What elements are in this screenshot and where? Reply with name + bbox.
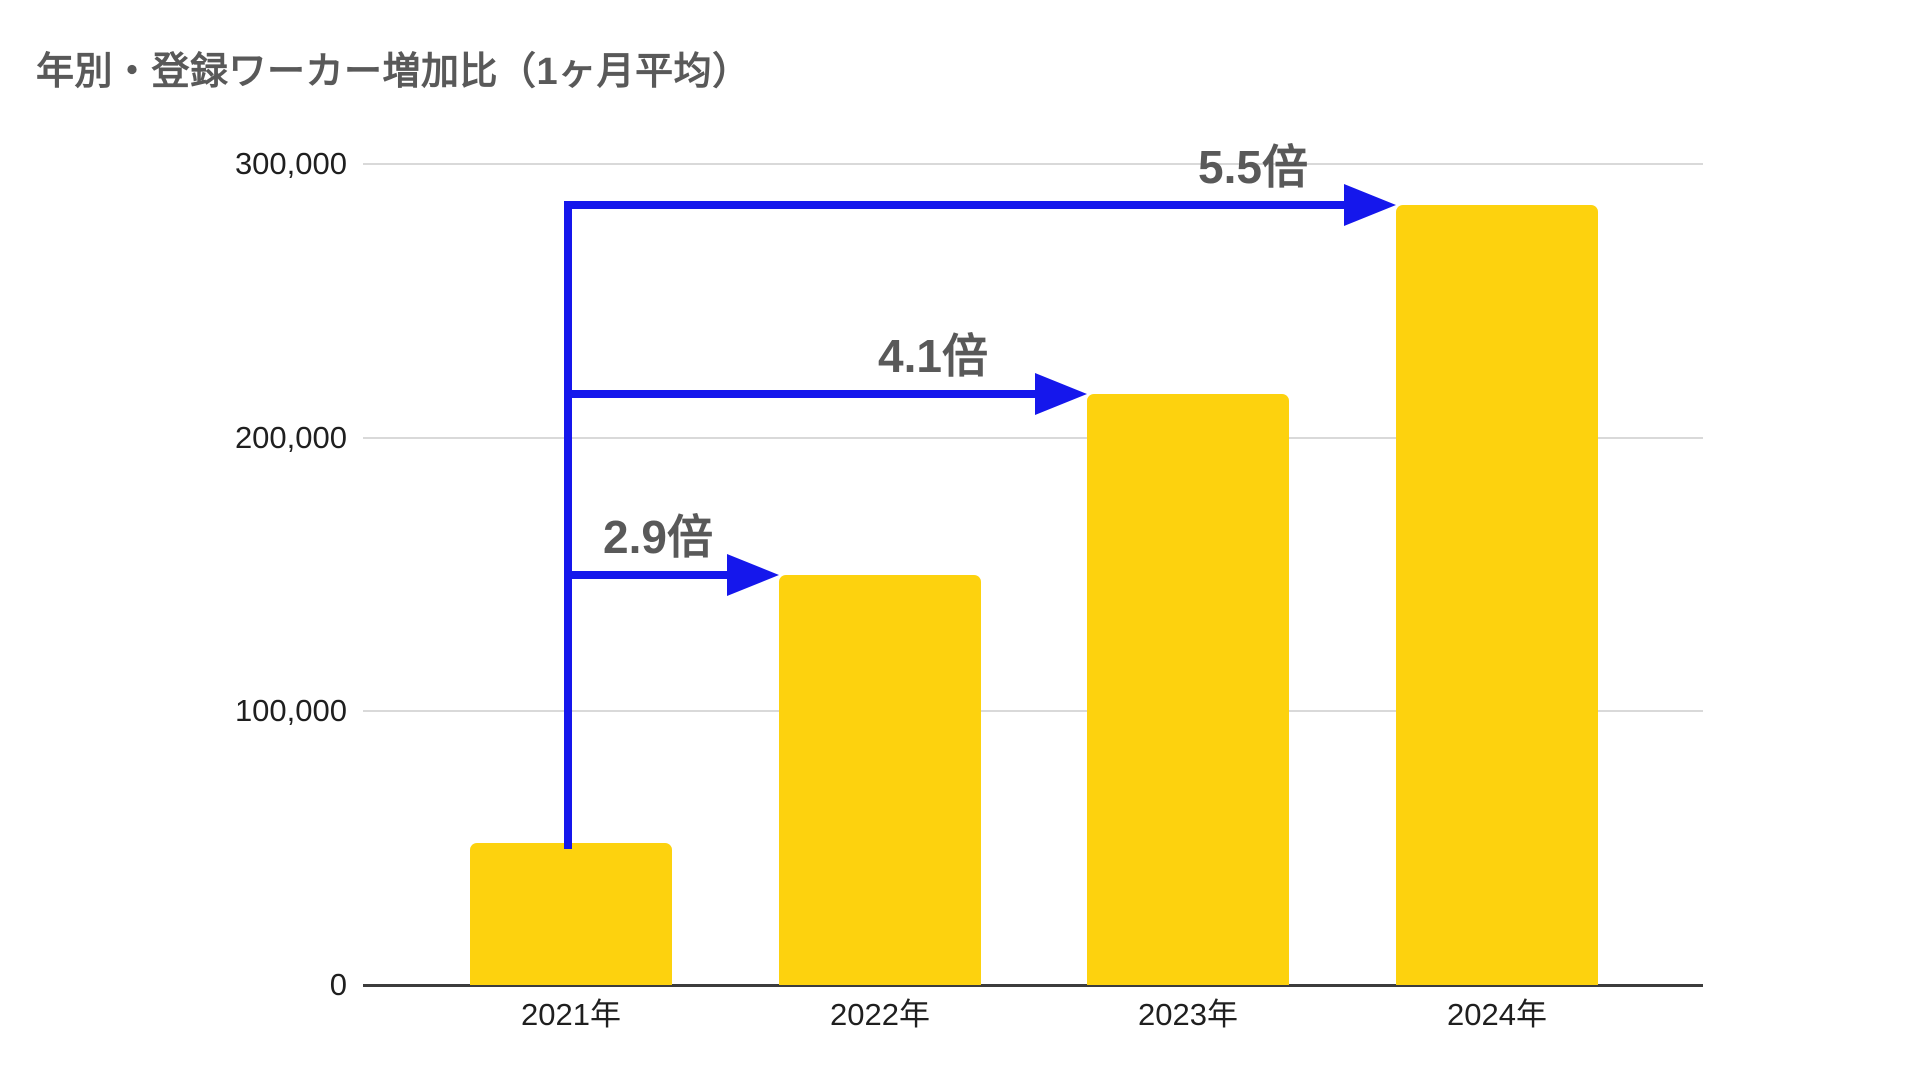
chart-title: 年別・登録ワーカー増加比（1ヶ月平均） — [36, 51, 751, 93]
bar-2021年 — [470, 842, 672, 985]
y-axis-tick-label: 200,000 — [234, 419, 347, 455]
bar-2024年 — [1396, 205, 1598, 985]
ratio-arrow-shaft-2.9倍 — [564, 570, 729, 579]
gridline-300000 — [363, 163, 1703, 165]
x-axis-tick-label: 2022年 — [830, 997, 930, 1032]
ratio-arrow-shaft-5.5倍 — [564, 201, 1346, 210]
gridline-200000 — [363, 436, 1703, 439]
gridline-100000 — [363, 710, 1703, 713]
ratio-arrow-head-2.9倍 — [727, 553, 779, 596]
y-axis-tick-label: 300,000 — [234, 146, 347, 181]
ratio-arrow-vertical-line — [564, 201, 572, 849]
x-axis-tick-label: 2021年 — [521, 997, 621, 1032]
ratio-label-5.5倍: 5.5倍 — [1198, 141, 1308, 194]
ratio-arrow-head-4.1倍 — [1035, 372, 1087, 415]
bar-2023年 — [1087, 393, 1289, 985]
y-axis-tick-label: 0 — [329, 967, 347, 1002]
bar-2022年 — [779, 574, 981, 985]
y-axis-tick-label: 100,000 — [234, 693, 347, 729]
ratio-label-4.1倍: 4.1倍 — [878, 329, 988, 382]
x-axis-tick-label: 2023年 — [1138, 997, 1238, 1032]
ratio-arrow-shaft-4.1倍 — [564, 389, 1037, 398]
x-axis-line — [363, 984, 1703, 987]
ratio-arrow-head-5.5倍 — [1344, 184, 1396, 227]
ratio-label-2.9倍: 2.9倍 — [603, 510, 713, 563]
x-axis-tick-label: 2024年 — [1447, 997, 1547, 1032]
